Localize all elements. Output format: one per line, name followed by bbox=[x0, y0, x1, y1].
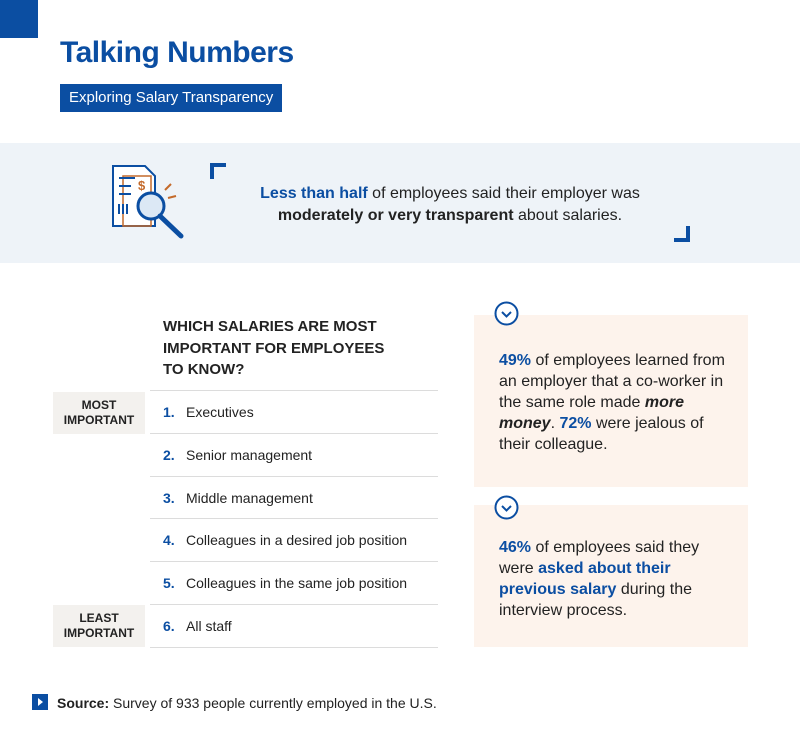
callout-text: Less than half of employees said their e… bbox=[240, 183, 660, 227]
text-emphasis: more money bbox=[499, 394, 684, 432]
text: . bbox=[550, 415, 560, 432]
bottom-label: LEAST IMPORTANT bbox=[53, 605, 145, 647]
text: about salaries. bbox=[513, 207, 623, 224]
fact-card: 49% of employees learned from an employe… bbox=[474, 315, 748, 487]
rank-number: 6. bbox=[163, 618, 175, 634]
text-bold: moderately or very transparent bbox=[277, 207, 514, 224]
ranking-row: 5. Colleagues in the same job position bbox=[150, 561, 438, 604]
source-text: Survey of 933 people currently employed … bbox=[109, 695, 437, 711]
ranking-row: 2. Senior management bbox=[150, 432, 438, 476]
corner-square bbox=[0, 0, 38, 38]
rank-number: 1. bbox=[163, 404, 175, 420]
rank-label: Colleagues in the same job position bbox=[186, 575, 408, 592]
source-label: Source: bbox=[57, 695, 110, 711]
rank-label: Senior management bbox=[186, 446, 313, 463]
top-label: MOST IMPORTANT bbox=[53, 392, 145, 434]
source: Source: Survey of 933 people currently e… bbox=[57, 695, 437, 711]
ranking-row: 4. Colleagues in a desired job position bbox=[150, 518, 438, 561]
text: were jealous of their colleague. bbox=[499, 415, 704, 453]
text-bold: Less than half bbox=[260, 185, 368, 202]
rank-number: 2. bbox=[163, 446, 175, 463]
text: during the interview process. bbox=[499, 581, 693, 619]
subtitle: Exploring Salary Transparency bbox=[60, 84, 283, 112]
fact-card: 46% of employees said they were asked ab… bbox=[474, 505, 748, 647]
rank-label: Executives bbox=[186, 404, 254, 420]
ranking-row: 3. Middle management bbox=[150, 475, 438, 519]
rank-number: 5. bbox=[163, 575, 175, 592]
text: of employees said they were bbox=[499, 539, 700, 577]
bracket bbox=[674, 226, 690, 242]
rank-label: Middle management bbox=[186, 489, 313, 506]
text-bold: asked about their previous salary bbox=[499, 560, 671, 598]
document-icon: $ bbox=[112, 165, 184, 239]
chevron-icon bbox=[494, 495, 519, 520]
title: Talking Numbers bbox=[60, 36, 294, 69]
fact-text: 46% of employees said they were asked ab… bbox=[499, 537, 735, 621]
text-bold: 46% bbox=[499, 539, 532, 556]
rank-number: 3. bbox=[163, 489, 175, 506]
chevron-icon bbox=[494, 301, 519, 326]
text: of employees learned from an employer th… bbox=[499, 352, 725, 411]
fact-text: 49% of employees learned from an employe… bbox=[499, 350, 735, 455]
ranking-heading: WHICH SALARIES ARE MOST IMPORTANT FOR EM… bbox=[163, 318, 385, 378]
rank-label: All staff bbox=[186, 618, 232, 634]
ranking-row: 1. Executives bbox=[150, 390, 438, 433]
text: of employees said their employer was bbox=[367, 185, 640, 202]
bracket bbox=[210, 163, 226, 179]
ranking-row: 6. All staff bbox=[150, 604, 438, 648]
text-bold: 72% bbox=[559, 415, 592, 432]
svg-text:$: $ bbox=[138, 178, 146, 193]
text-bold: 49% bbox=[499, 352, 532, 369]
rank-number: 4. bbox=[163, 532, 175, 549]
source-icon bbox=[32, 694, 48, 710]
rank-label: Colleagues in a desired job position bbox=[186, 532, 408, 549]
